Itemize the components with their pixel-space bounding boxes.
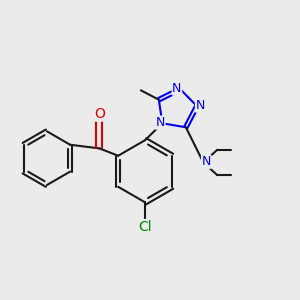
Text: N: N	[196, 99, 205, 112]
Text: O: O	[94, 107, 105, 121]
Text: N: N	[202, 155, 211, 168]
Text: N: N	[172, 82, 182, 95]
Text: N: N	[156, 116, 165, 129]
Text: Cl: Cl	[138, 220, 152, 234]
